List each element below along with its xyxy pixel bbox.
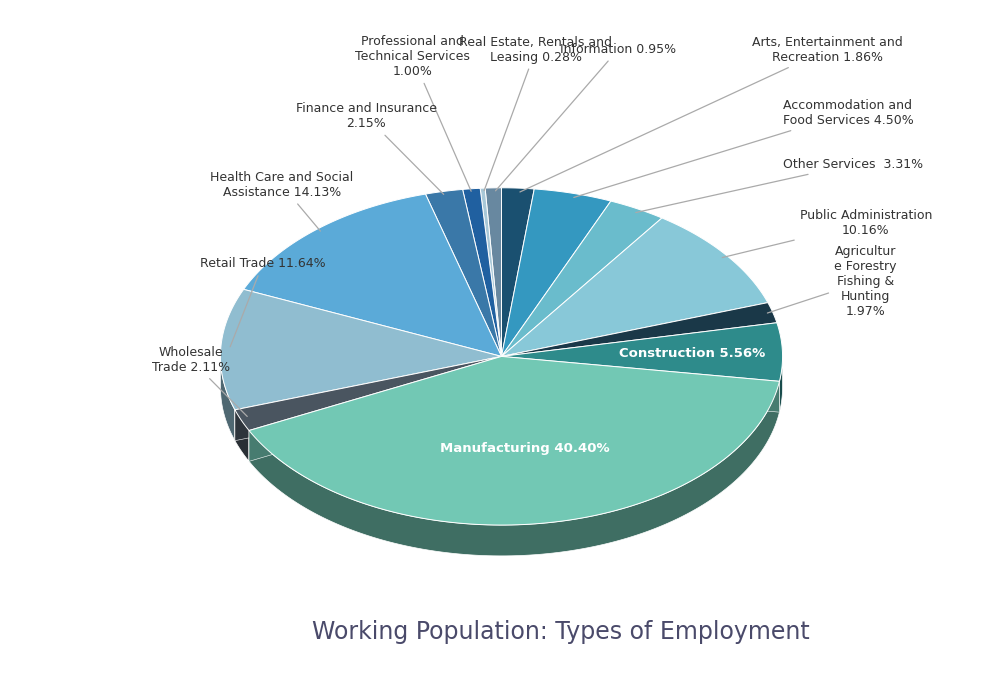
Polygon shape bbox=[501, 323, 782, 381]
Polygon shape bbox=[248, 357, 501, 461]
Polygon shape bbox=[501, 357, 779, 412]
Text: Manufacturing 40.40%: Manufacturing 40.40% bbox=[440, 441, 609, 455]
Polygon shape bbox=[462, 188, 501, 357]
Text: Construction 5.56%: Construction 5.56% bbox=[619, 347, 765, 360]
Polygon shape bbox=[248, 357, 501, 461]
Text: Real Estate, Rentals and
Leasing 0.28%: Real Estate, Rentals and Leasing 0.28% bbox=[459, 35, 611, 190]
Text: Public Administration
10.16%: Public Administration 10.16% bbox=[721, 209, 931, 258]
Polygon shape bbox=[220, 357, 234, 441]
Text: Accommodation and
Food Services 4.50%: Accommodation and Food Services 4.50% bbox=[573, 99, 913, 198]
Polygon shape bbox=[248, 381, 779, 556]
Text: Working Population: Types of Employment: Working Population: Types of Employment bbox=[312, 621, 810, 644]
Text: Agricultur
e Forestry
Fishing &
Hunting
1.97%: Agricultur e Forestry Fishing & Hunting … bbox=[767, 245, 896, 318]
Polygon shape bbox=[234, 357, 501, 441]
Text: Arts, Entertainment and
Recreation 1.86%: Arts, Entertainment and Recreation 1.86% bbox=[519, 35, 902, 192]
Polygon shape bbox=[501, 303, 777, 357]
Polygon shape bbox=[485, 188, 501, 357]
Polygon shape bbox=[234, 410, 248, 461]
Polygon shape bbox=[501, 357, 779, 412]
Text: Retail Trade 11.64%: Retail Trade 11.64% bbox=[199, 257, 326, 346]
Polygon shape bbox=[243, 194, 501, 357]
Polygon shape bbox=[501, 218, 768, 357]
Polygon shape bbox=[425, 190, 501, 357]
Polygon shape bbox=[234, 357, 501, 430]
Text: Wholesale
Trade 2.11%: Wholesale Trade 2.11% bbox=[151, 346, 247, 417]
Polygon shape bbox=[234, 357, 501, 441]
Polygon shape bbox=[248, 357, 779, 525]
Polygon shape bbox=[480, 188, 501, 357]
Polygon shape bbox=[501, 188, 534, 357]
Text: Other Services  3.31%: Other Services 3.31% bbox=[635, 158, 922, 213]
Polygon shape bbox=[220, 289, 501, 410]
Text: Health Care and Social
Assistance 14.13%: Health Care and Social Assistance 14.13% bbox=[210, 171, 353, 231]
Text: Finance and Insurance
2.15%: Finance and Insurance 2.15% bbox=[296, 102, 443, 194]
Polygon shape bbox=[501, 201, 661, 357]
Polygon shape bbox=[501, 189, 610, 357]
Polygon shape bbox=[779, 357, 782, 412]
Text: Professional and
Technical Services
1.00%: Professional and Technical Services 1.00… bbox=[355, 35, 471, 191]
Text: Information 0.95%: Information 0.95% bbox=[495, 43, 675, 191]
